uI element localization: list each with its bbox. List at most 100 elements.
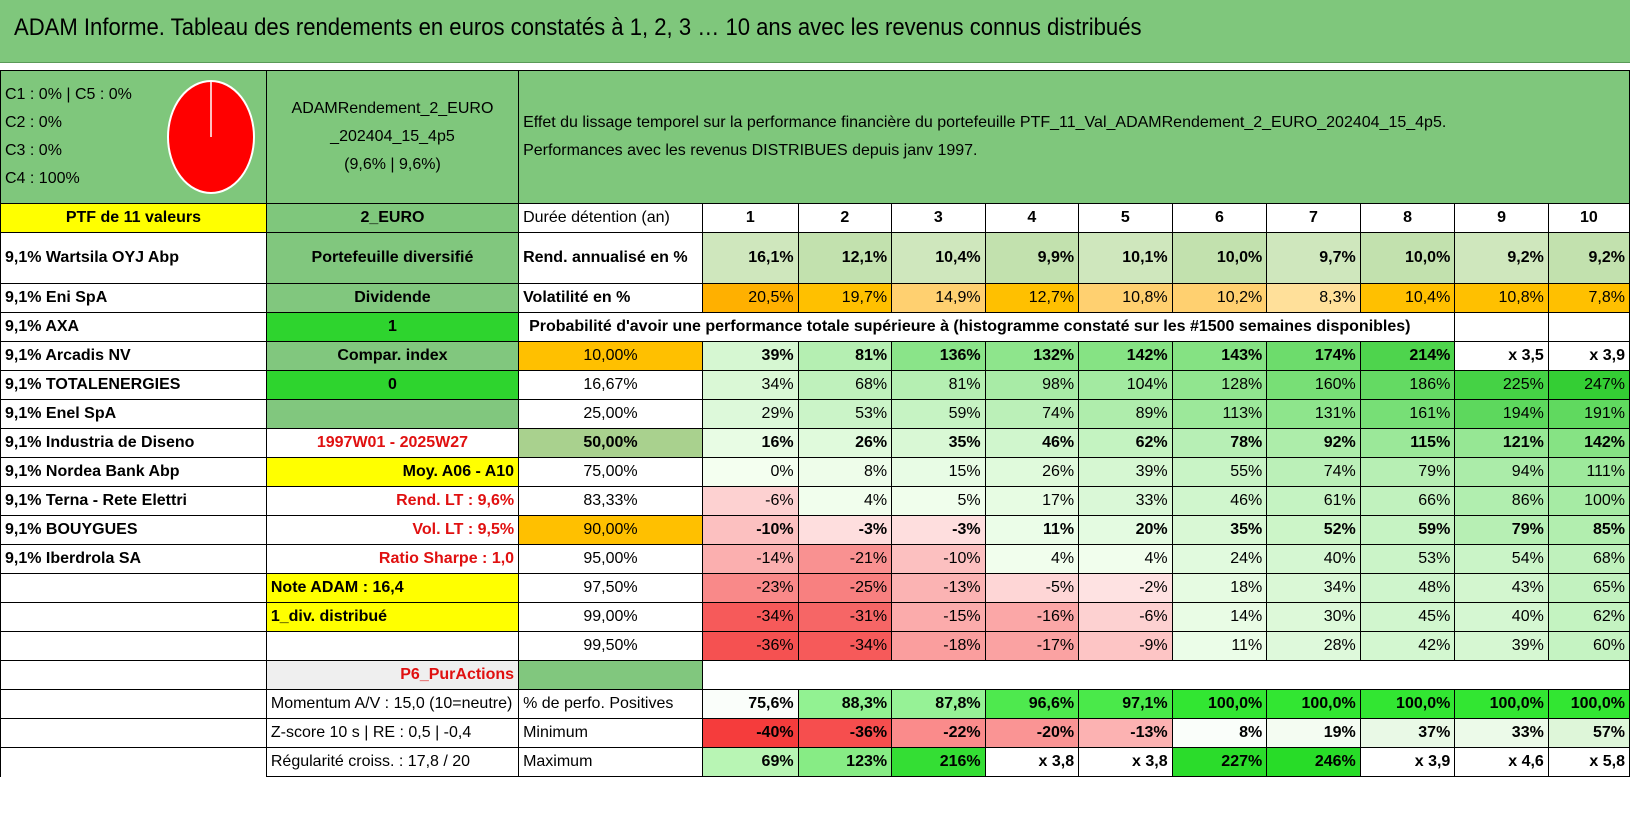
prob-value: 62% bbox=[1547, 602, 1630, 632]
vol-value: 20,5% bbox=[701, 283, 799, 313]
prob-value: 174% bbox=[1266, 341, 1361, 371]
prob-value: -6% bbox=[1078, 602, 1173, 632]
prob-value: 39% bbox=[1078, 457, 1173, 487]
year-header: 6 bbox=[1171, 203, 1268, 233]
metric-value: x 3,8 bbox=[984, 747, 1080, 777]
prob-value: 42% bbox=[1359, 631, 1456, 661]
rend-value: 10,0% bbox=[1359, 232, 1456, 284]
prob-value: 35% bbox=[1171, 515, 1268, 545]
moy-label: Moy. A06 - A10 bbox=[265, 457, 520, 487]
prob-value: 214% bbox=[1359, 341, 1456, 371]
prob-value: 34% bbox=[701, 370, 799, 400]
vol-row: 9,1% Eni SpA Dividende Volatilité en % 20,5… bbox=[0, 283, 1630, 313]
maximum-row: Régularité croiss. : 17,8 / 20 Maximum 69%… bbox=[0, 747, 1630, 777]
prob-value: 17% bbox=[984, 486, 1080, 516]
holding-name: 9,1% Iberdrola SA bbox=[0, 544, 267, 574]
prob-value: -25% bbox=[797, 573, 893, 603]
prob-value: 115% bbox=[1359, 428, 1456, 458]
empty-cell bbox=[0, 602, 267, 632]
prob-value: 79% bbox=[1359, 457, 1456, 487]
prob-value: 191% bbox=[1547, 399, 1630, 429]
prob-value: 46% bbox=[984, 428, 1080, 458]
vol-value: 10,4% bbox=[1359, 283, 1456, 313]
vol-value: 8,3% bbox=[1266, 283, 1361, 313]
allocation-pie-chart bbox=[166, 80, 255, 194]
prob-value: 98% bbox=[984, 370, 1080, 400]
metric-value: -40% bbox=[701, 718, 799, 748]
empty-cell bbox=[701, 660, 1630, 690]
prob-level: 25,00% bbox=[518, 399, 703, 429]
vol-value: 10,8% bbox=[1078, 283, 1173, 313]
prob-value: 128% bbox=[1171, 370, 1268, 400]
div-distrib-label: 1_div. distribué bbox=[265, 602, 520, 632]
prob-value: -3% bbox=[797, 515, 893, 545]
metric-value: x 4,6 bbox=[1454, 747, 1549, 777]
prob-row: 9,1% Enel SpA 25,00% 29% 53% 59% 74% 89% 113% 13… bbox=[0, 399, 1630, 429]
metric-label: Régularité croiss. : 17,8 / 20 bbox=[265, 747, 520, 777]
holding-name: 9,1% Eni SpA bbox=[0, 283, 267, 313]
prob-value: -3% bbox=[891, 515, 986, 545]
prob-value: -14% bbox=[701, 544, 799, 574]
returns-table: C1 : 0% | C5 : 0% C2 : 0% C3 : 0% C4 : 1… bbox=[0, 70, 1630, 777]
metric-value: 227% bbox=[1171, 747, 1268, 777]
prob-value: 142% bbox=[1547, 428, 1630, 458]
prob-value: 74% bbox=[1266, 457, 1361, 487]
year-header: 4 bbox=[984, 203, 1080, 233]
p6-row: P6_PurActions bbox=[0, 660, 1630, 690]
prob-value: 143% bbox=[1171, 341, 1268, 371]
prob-value: 24% bbox=[1171, 544, 1268, 574]
class-line-3: C3 : 0% bbox=[5, 142, 62, 159]
prob-value: -10% bbox=[891, 544, 986, 574]
prob-value: 0% bbox=[701, 457, 799, 487]
prob-value: 11% bbox=[984, 515, 1080, 545]
duration-label: Durée détention (an) bbox=[518, 203, 703, 233]
prob-value: 132% bbox=[984, 341, 1080, 371]
metric-row-label: Maximum bbox=[518, 747, 703, 777]
prob-level: 97,50% bbox=[518, 573, 703, 603]
empty-cell bbox=[1547, 312, 1630, 342]
prob-value: -31% bbox=[797, 602, 893, 632]
prob-value: x 3,9 bbox=[1547, 341, 1630, 371]
prob-row: 9,1% Arcadis NV Compar. index 10,00% 39% 81%… bbox=[0, 341, 1630, 371]
rend-value: 10,4% bbox=[891, 232, 986, 284]
prob-value: 131% bbox=[1266, 399, 1361, 429]
empty-cell bbox=[265, 399, 520, 429]
holding-name: 9,1% TOTALENERGIES bbox=[0, 370, 267, 400]
prob-value: 35% bbox=[891, 428, 986, 458]
prob-value: 142% bbox=[1078, 341, 1173, 371]
prob-value: -10% bbox=[701, 515, 799, 545]
metric-value: 69% bbox=[701, 747, 799, 777]
empty-cell bbox=[0, 747, 267, 777]
prob-value: 20% bbox=[1078, 515, 1173, 545]
rend-value: 9,2% bbox=[1547, 232, 1630, 284]
prob-value: -17% bbox=[984, 631, 1080, 661]
prob-value: 15% bbox=[891, 457, 986, 487]
note-label: Note ADAM : 16,4 bbox=[265, 573, 520, 603]
prob-value: 8% bbox=[797, 457, 893, 487]
metric-value: 33% bbox=[1454, 718, 1549, 748]
prob-value: 16% bbox=[701, 428, 799, 458]
dividend-label: Dividende bbox=[265, 283, 520, 313]
metric-value: 246% bbox=[1266, 747, 1361, 777]
rend-lt-label: Rend. LT : 9,6% bbox=[265, 486, 520, 516]
prob-value: -13% bbox=[891, 573, 986, 603]
vol-value: 14,9% bbox=[891, 283, 986, 313]
dividend-value: 1 bbox=[265, 312, 520, 342]
prob-value: 68% bbox=[1547, 544, 1630, 574]
prob-value: 4% bbox=[797, 486, 893, 516]
metric-value: -20% bbox=[984, 718, 1080, 748]
holding-name: 9,1% Industria de Diseno bbox=[0, 428, 267, 458]
metric-value: 87,8% bbox=[891, 689, 986, 719]
ptf-header: PTF de 11 valeurs bbox=[0, 203, 267, 233]
prob-value: 43% bbox=[1454, 573, 1549, 603]
prob-row: 9,1% BOUYGUES Vol. LT : 9,5% 90,00% -10% -3%… bbox=[0, 515, 1630, 545]
metric-value: 100,0% bbox=[1547, 689, 1630, 719]
holding-name: 9,1% Wartsila OYJ Abp bbox=[0, 232, 267, 284]
prob-value: 74% bbox=[984, 399, 1080, 429]
fund-name-1: ADAMRendement_2_EURO bbox=[291, 100, 494, 117]
prob-title: Probabilité d'avoir une performance tota… bbox=[518, 312, 1456, 342]
metric-label: Momentum A/V : 15,0 (10=neutre) bbox=[265, 689, 520, 719]
prob-value: 39% bbox=[701, 341, 799, 371]
prob-row: 9,1% Terna - Rete Elettri Rend. LT : 9,6%… bbox=[0, 486, 1630, 516]
prob-value: 52% bbox=[1266, 515, 1361, 545]
